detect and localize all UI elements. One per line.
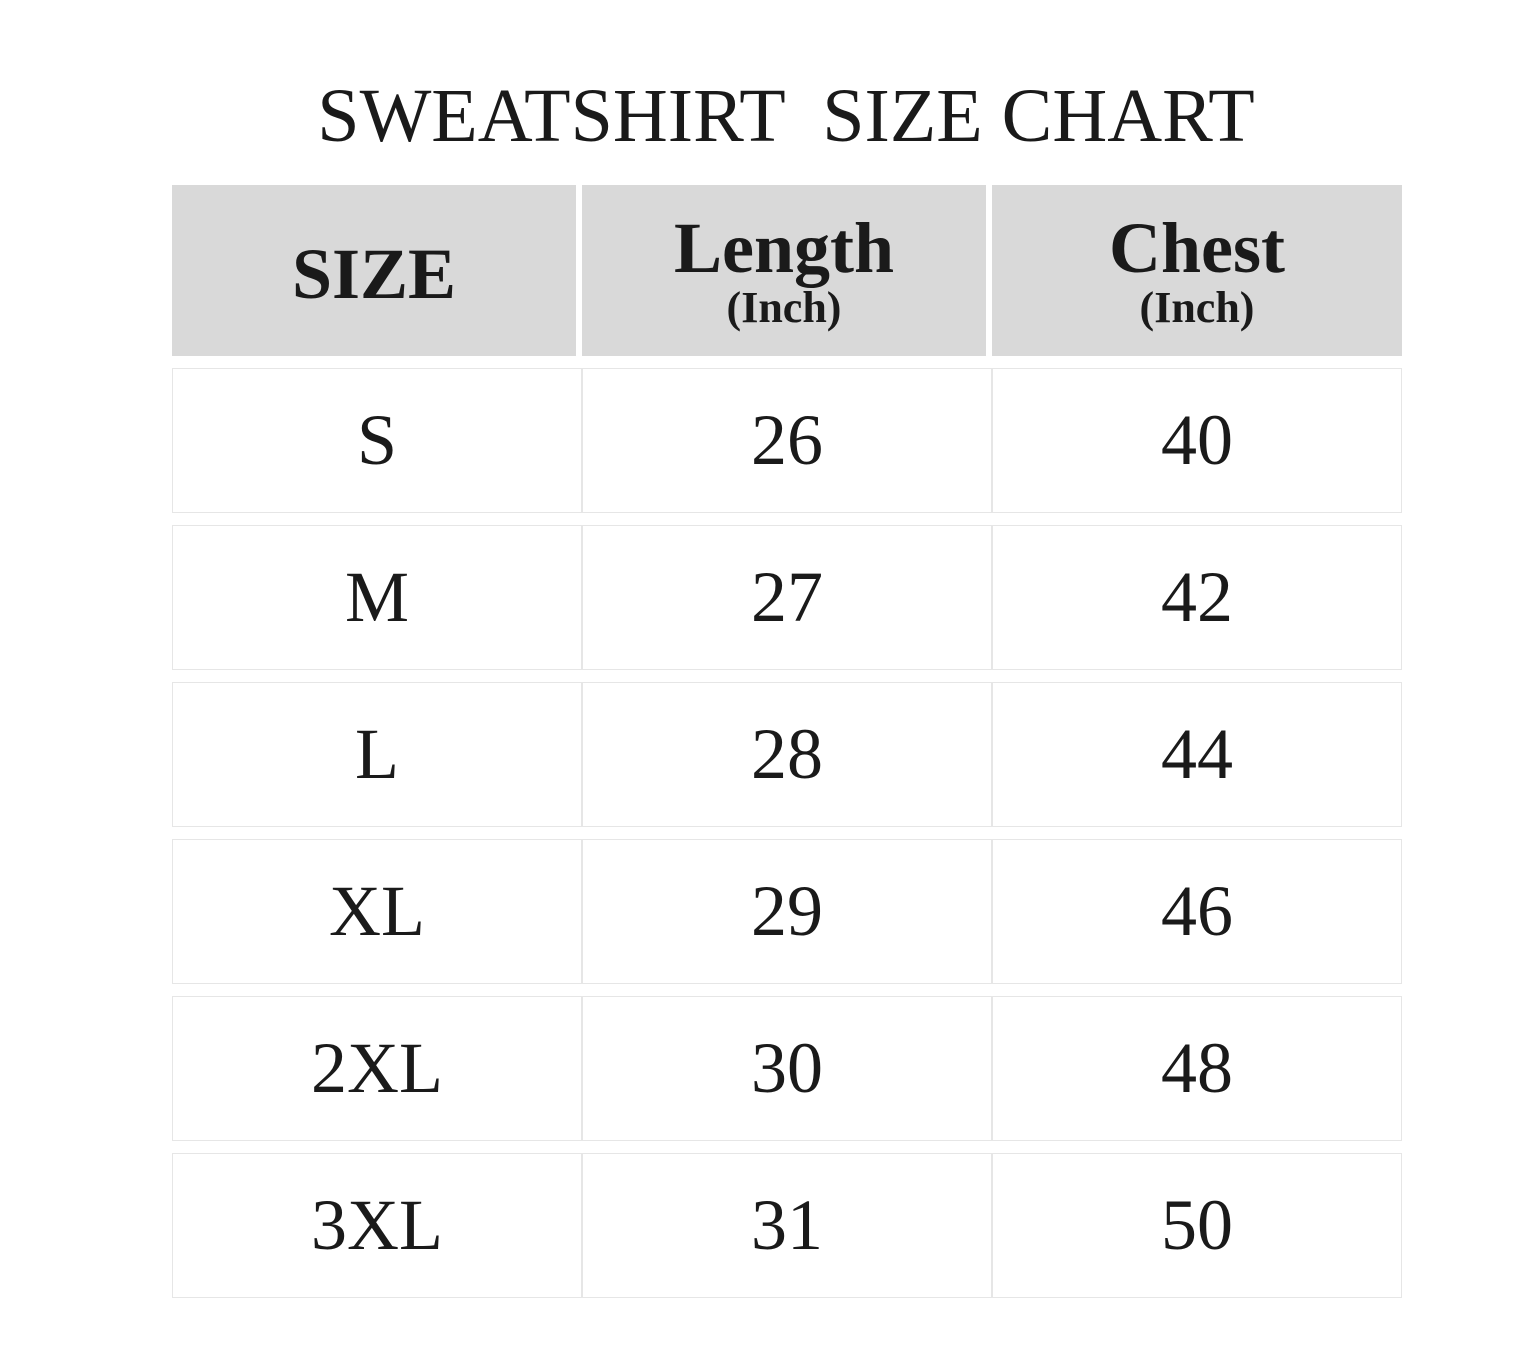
table-row: 3XL 31 50 [172,1153,1402,1298]
header-cell-size: SIZE [172,185,576,356]
table-cell: 42 [992,525,1402,670]
table-cell: 27 [582,525,992,670]
table-row: S 26 40 [172,368,1402,513]
table-cell: 31 [582,1153,992,1298]
header-unit: (Inch) [1139,282,1255,332]
table-cell: 46 [992,839,1402,984]
table-cell: 44 [992,682,1402,827]
table-cell: 50 [992,1153,1402,1298]
header-cell-length: Length (Inch) [582,185,986,356]
table-cell: 29 [582,839,992,984]
header-label: Chest [1109,207,1285,288]
table-row: XL 29 46 [172,839,1402,984]
table-cell: 30 [582,996,992,1141]
header-label: Length [673,207,895,288]
table-cell: 3XL [172,1153,582,1298]
table-cell: XL [172,839,582,984]
table-cell: L [172,682,582,827]
table-cell: 26 [582,368,992,513]
chart-title: SWEATSHIRT SIZE CHART [317,74,1255,158]
table-cell: 40 [992,368,1402,513]
table-cell: M [172,525,582,670]
header-label: SIZE [291,233,457,314]
header-cell-chest: Chest (Inch) [992,185,1402,356]
table-cell: 28 [582,682,992,827]
table-cell: 48 [992,996,1402,1141]
table-row: M 27 42 [172,525,1402,670]
header-unit: (Inch) [726,282,842,332]
table-cell: 2XL [172,996,582,1141]
table-row: L 28 44 [172,682,1402,827]
table-row: 2XL 30 48 [172,996,1402,1141]
table-cell: S [172,368,582,513]
